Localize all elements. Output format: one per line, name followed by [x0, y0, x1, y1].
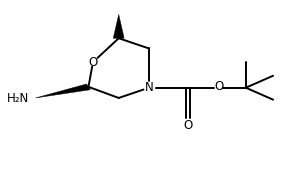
Text: O: O: [88, 56, 98, 69]
Polygon shape: [113, 14, 124, 38]
Text: O: O: [214, 80, 223, 93]
Text: N: N: [145, 81, 153, 94]
Polygon shape: [36, 84, 90, 98]
Text: O: O: [184, 119, 193, 132]
Text: H₂N: H₂N: [7, 92, 29, 105]
